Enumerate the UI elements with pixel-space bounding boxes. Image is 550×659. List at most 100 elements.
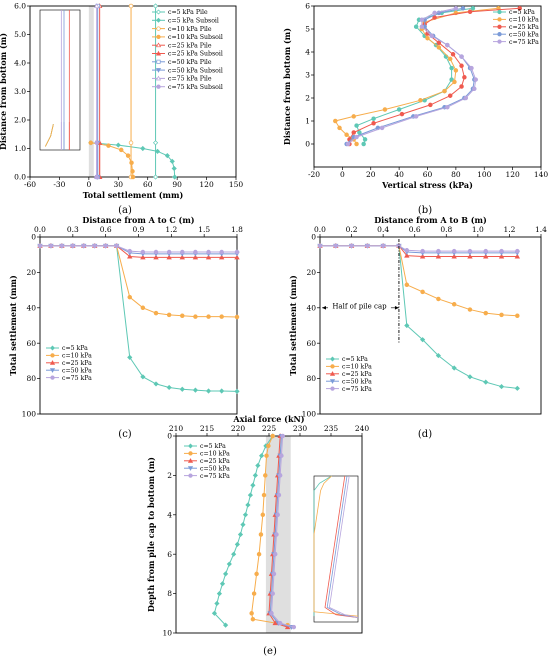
panel-a-ytick-label: 6.0 [14, 2, 26, 11]
panel-a-ytick-label: 4.0 [14, 59, 26, 68]
panel-e-ytick-label: 10 [162, 629, 172, 638]
panel-c-data-point [234, 388, 240, 394]
panel-b-ytick-label: 1 [305, 117, 310, 126]
panel-a-data-point [171, 165, 177, 172]
panel-c-data-point [70, 243, 76, 249]
panel-d-data-point [467, 248, 473, 254]
panel-b-legend-marker [497, 17, 502, 22]
panel-e-legend-marker [187, 458, 194, 463]
panel-a-xtick-label: 120 [199, 180, 214, 189]
panel-c-ytick-label: 80 [26, 374, 36, 383]
panel-d-data-point [499, 248, 504, 254]
panel-c-data-point [127, 294, 132, 300]
panel-b-data-point [460, 6, 466, 11]
panel-e-data-point [258, 453, 265, 459]
panel-c-data-point [166, 312, 172, 318]
panel-d-ytick-label: 0 [311, 233, 316, 242]
panel-a-legend-marker [156, 34, 161, 40]
panel-c-data-point [234, 314, 240, 320]
panel-a-legend-label: c=25 kPa Pile [168, 42, 212, 49]
panel-a-ytick-label: 2.0 [14, 116, 26, 125]
panel-c-data-point [153, 249, 159, 255]
panel-c-data-point [193, 249, 198, 255]
panel-d-legend-label: c=5 kPa [342, 356, 368, 363]
panel-b-data-point [459, 54, 464, 59]
panel-a-xtick-label: 60 [143, 180, 153, 189]
panel-b-xtick-label: 40 [394, 170, 404, 179]
panel-d-data-point [404, 282, 410, 288]
panel-a-xtick-label: 90 [172, 180, 182, 189]
panel-c-legend-label: c=75 kPa [62, 375, 92, 382]
panel-caption-e: (e) [263, 646, 277, 657]
panel-a-data-point [125, 153, 131, 158]
panel-b-legend-marker [497, 39, 502, 44]
panel-e-legend-marker [187, 466, 194, 471]
panel-e-data-point [275, 512, 280, 518]
panel-b-data-point [453, 6, 459, 11]
panel-c-data-point [81, 243, 87, 249]
panel-b-xlabel: Vertical stress (kPa) [381, 180, 473, 190]
panel-d-data-point [435, 253, 442, 259]
panel-b-data-point [419, 17, 425, 23]
panel-c-data-point [140, 374, 146, 380]
panel-b-legend-label: c=75 kPa [509, 39, 539, 46]
panel-b-legend-label: c=5 kPa [509, 9, 535, 16]
panel-b-data-point [450, 52, 456, 57]
panel-e-data-point [214, 600, 220, 607]
panel-e-data-point [254, 571, 259, 577]
panel-d-data-point [404, 322, 410, 329]
panel-b-data-point [382, 107, 388, 112]
panel-c-frame [39, 236, 238, 415]
inset-e-series-line [326, 475, 359, 619]
panel-a-ytick-label: 1.0 [14, 144, 26, 153]
panel-a-legend-marker [155, 75, 162, 81]
panel-d-data-point [467, 253, 473, 259]
panel-a-legend-label: c=5 kPa Pile [168, 9, 208, 16]
panel-e-xlabel: Axial force (kN) [232, 414, 304, 424]
panel-c-data-point [166, 254, 172, 260]
panel-c-data-point [206, 314, 211, 319]
panel-a-data-point [164, 153, 170, 159]
inset-a-frame [39, 9, 81, 151]
panel-c-xtick-label: 0.0 [34, 225, 46, 234]
panel-b-data-point [371, 121, 376, 126]
panel-b-xtick-label: 80 [451, 170, 461, 179]
panel-c-legend-marker [49, 368, 56, 373]
panel-caption-d: (d) [418, 429, 432, 440]
panel-c-legend-marker [50, 353, 55, 358]
panel-b-data-point [459, 63, 464, 69]
panel-a-ytick-label: 5.0 [14, 30, 26, 39]
panel-c-data-point [153, 310, 159, 316]
panel-d-data-point [420, 289, 425, 295]
panel-b-data-point [449, 65, 454, 71]
inset-e-series-line [324, 475, 359, 619]
panel-d-legend-label: c=10 kPa [342, 364, 372, 371]
panel-b-ylabel: Distance from bottom (m) [282, 28, 292, 145]
panel-a-data-point [172, 174, 178, 180]
panel-a-xlabel: Total settlement (mm) [83, 190, 184, 200]
panel-d-legend-marker [330, 364, 335, 369]
panel-d-legend-marker [330, 386, 335, 391]
panel-e-legend-marker [188, 473, 193, 478]
panel-e-data-point [274, 532, 279, 537]
panel-b-data-point [413, 114, 419, 119]
panel-a-data-point [152, 140, 159, 146]
panel-caption-c: (c) [118, 429, 132, 440]
panel-a-ylabel: Distance from bottom (m) [0, 33, 8, 150]
panel-b-data-point [467, 9, 473, 14]
panel-e-xtick-label: 225 [262, 424, 277, 433]
panel-c-legend-label: c=50 kPa [62, 367, 92, 374]
panel-caption-a: (a) [118, 205, 132, 216]
panel-e-data-point [240, 522, 246, 528]
panel-d-ytick-label: 80 [306, 374, 316, 383]
panel-a-legend-label: c=25 kPa Subsoil [168, 51, 223, 58]
panel-d-data-point [498, 253, 505, 259]
panel-b-xtick-label: 120 [505, 170, 520, 179]
panel-e-data-point [291, 624, 297, 630]
panel-d-data-point [514, 253, 521, 259]
panel-d-data-point [498, 383, 505, 390]
panel-a-xtick-label: 150 [229, 180, 244, 189]
panel-b-data-point [436, 45, 442, 50]
panel-e-data-point [234, 541, 240, 547]
panel-e-ytick-label: 0 [167, 432, 172, 441]
